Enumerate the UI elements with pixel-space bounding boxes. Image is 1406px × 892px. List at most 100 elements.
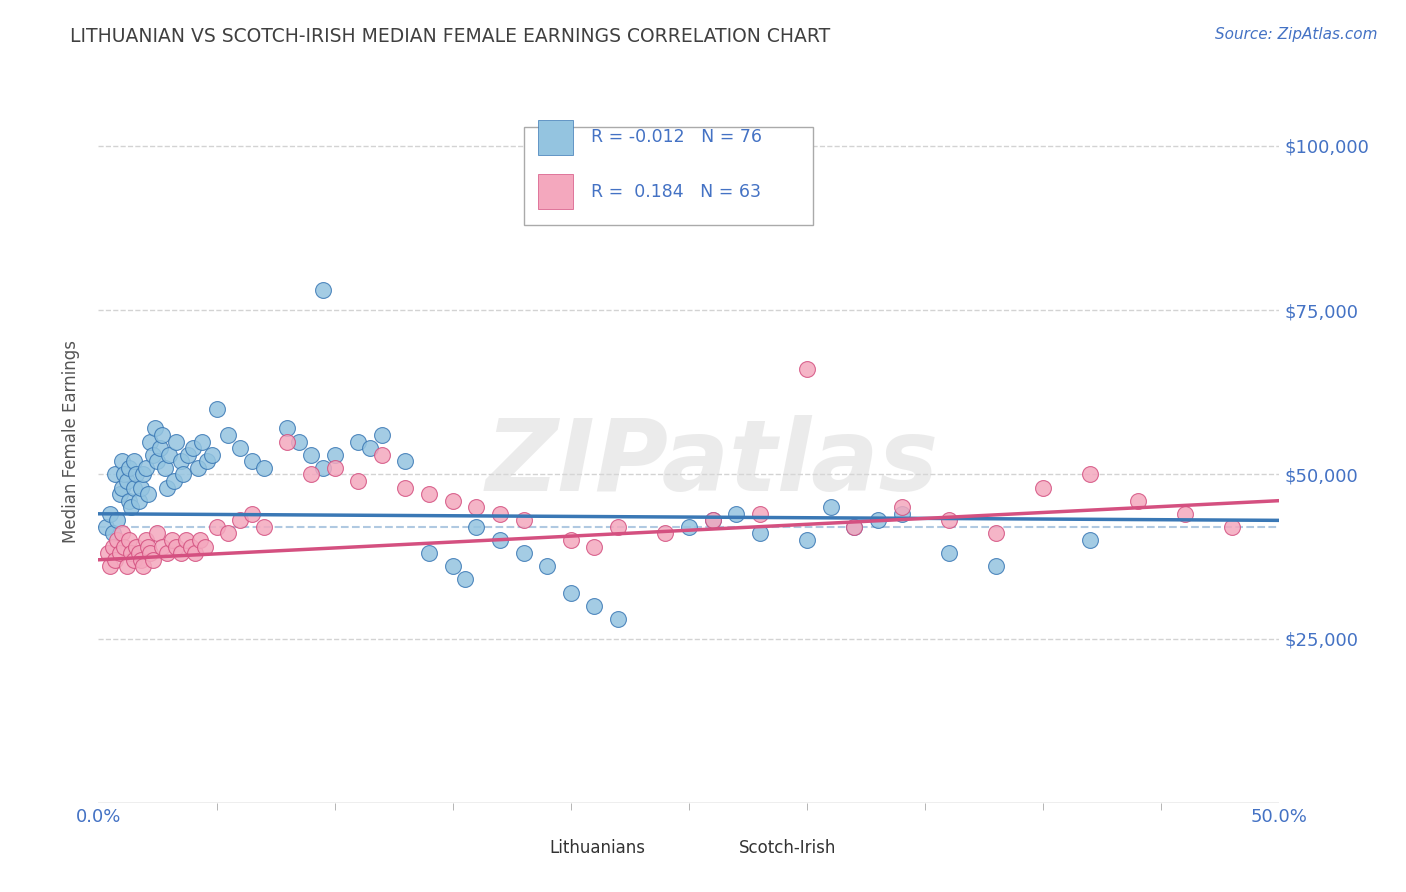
Point bbox=[195, 454, 218, 468]
Point bbox=[702, 513, 724, 527]
Point bbox=[890, 507, 912, 521]
Point bbox=[1220, 520, 1243, 534]
Bar bbox=[517, 835, 544, 863]
Point bbox=[153, 460, 176, 475]
Point bbox=[165, 434, 187, 449]
Point bbox=[1032, 481, 1054, 495]
Text: R = -0.012   N = 76: R = -0.012 N = 76 bbox=[591, 128, 762, 146]
Point bbox=[139, 546, 162, 560]
Point bbox=[94, 520, 117, 534]
Point bbox=[359, 441, 381, 455]
Point bbox=[146, 454, 169, 468]
Point bbox=[489, 507, 512, 521]
Point bbox=[122, 481, 145, 495]
Point bbox=[678, 520, 700, 534]
Point bbox=[748, 526, 770, 541]
Bar bbox=[707, 835, 733, 863]
Point bbox=[97, 546, 120, 560]
Point bbox=[111, 481, 134, 495]
Point bbox=[312, 460, 335, 475]
Point bbox=[938, 546, 960, 560]
Point bbox=[820, 500, 842, 515]
Point bbox=[217, 428, 239, 442]
Point bbox=[156, 546, 179, 560]
Point bbox=[180, 540, 202, 554]
Point bbox=[122, 553, 145, 567]
Point bbox=[240, 507, 263, 521]
Point bbox=[146, 526, 169, 541]
Point bbox=[150, 428, 173, 442]
Point bbox=[217, 526, 239, 541]
Point bbox=[347, 434, 370, 449]
Point bbox=[1080, 533, 1102, 547]
Point bbox=[101, 526, 124, 541]
Point bbox=[253, 520, 276, 534]
Point bbox=[156, 481, 179, 495]
Point bbox=[583, 599, 606, 613]
Point bbox=[191, 434, 214, 449]
Point bbox=[866, 513, 889, 527]
Point bbox=[984, 559, 1007, 574]
Point bbox=[748, 507, 770, 521]
Point bbox=[136, 540, 159, 554]
Point bbox=[299, 448, 322, 462]
Point bbox=[796, 362, 818, 376]
Point bbox=[105, 533, 128, 547]
Point bbox=[194, 540, 217, 554]
Point bbox=[441, 559, 464, 574]
Point bbox=[157, 448, 180, 462]
Point bbox=[104, 553, 127, 567]
Point bbox=[187, 460, 209, 475]
Point bbox=[108, 546, 131, 560]
Point bbox=[165, 540, 187, 554]
Point bbox=[172, 467, 194, 482]
Point bbox=[394, 481, 416, 495]
Point bbox=[312, 284, 335, 298]
Point bbox=[112, 540, 135, 554]
Point bbox=[181, 441, 204, 455]
Point bbox=[163, 474, 186, 488]
Point bbox=[205, 401, 228, 416]
Point bbox=[136, 487, 159, 501]
Point bbox=[253, 460, 276, 475]
Point bbox=[118, 460, 141, 475]
Point bbox=[184, 546, 207, 560]
Point bbox=[702, 171, 724, 186]
Point bbox=[118, 493, 141, 508]
Point bbox=[984, 526, 1007, 541]
Point bbox=[512, 513, 534, 527]
Point bbox=[122, 454, 145, 468]
Point bbox=[149, 441, 172, 455]
Point bbox=[129, 481, 152, 495]
Point bbox=[142, 448, 165, 462]
Point bbox=[1126, 493, 1149, 508]
Point bbox=[288, 434, 311, 449]
Point bbox=[371, 428, 394, 442]
Text: Source: ZipAtlas.com: Source: ZipAtlas.com bbox=[1215, 27, 1378, 42]
Point bbox=[607, 612, 630, 626]
Bar bbox=[537, 174, 574, 209]
Point bbox=[125, 540, 148, 554]
Point bbox=[125, 467, 148, 482]
Point bbox=[702, 513, 724, 527]
Point bbox=[229, 513, 252, 527]
Point bbox=[725, 507, 748, 521]
Point bbox=[796, 533, 818, 547]
Point bbox=[128, 493, 150, 508]
Point bbox=[160, 533, 183, 547]
Point bbox=[394, 454, 416, 468]
Point bbox=[115, 474, 138, 488]
Point bbox=[108, 487, 131, 501]
Point bbox=[489, 533, 512, 547]
Point bbox=[139, 434, 162, 449]
Point bbox=[115, 559, 138, 574]
Point bbox=[170, 546, 193, 560]
Point bbox=[121, 500, 143, 515]
Point bbox=[104, 467, 127, 482]
Point bbox=[240, 454, 263, 468]
Point bbox=[418, 487, 440, 501]
Point bbox=[174, 533, 197, 547]
Point bbox=[844, 520, 866, 534]
Text: Scotch-Irish: Scotch-Irish bbox=[738, 839, 837, 857]
Point bbox=[98, 507, 121, 521]
